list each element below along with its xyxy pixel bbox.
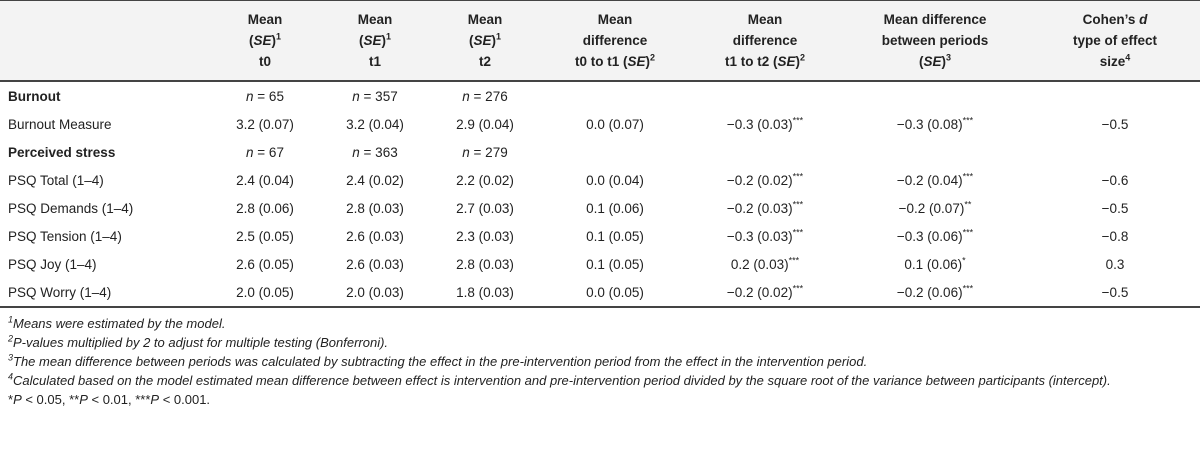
table-row-burnout-measure: Burnout Measure 3.2 (0.07) 3.2 (0.04) 2.… — [0, 110, 1200, 138]
header-diff-t0-t1: Mean difference t0 to t1 (SE)2 — [540, 0, 690, 82]
row-label: PSQ Demands (1–4) — [8, 200, 134, 216]
table-cell: 2.2 (0.02) — [456, 172, 514, 188]
table-cell: 2.8 (0.06) — [236, 200, 294, 216]
table-cell: −0.3 (0.03)*** — [726, 115, 804, 132]
significance-note: *P < 0.05, **P < 0.01, ***P < 0.001. — [8, 392, 211, 407]
n-cell: n = 67 — [246, 144, 284, 160]
row-label: Perceived stress — [8, 144, 116, 160]
table-cell: −0.8 — [1101, 228, 1129, 244]
results-table: Mean (SE)1 t0 Mean (SE)1 t1 Mean (SE)1 t… — [0, 0, 1200, 308]
table-cell: 2.0 (0.05) — [210, 278, 320, 308]
row-label: PSQ Worry (1–4) — [0, 278, 210, 308]
table-cell: −0.2 (0.07)** — [898, 199, 972, 216]
header-cohens-d: Cohen’s d type of effect size4 — [1030, 0, 1200, 82]
table-cell: 0.1 (0.05) — [586, 228, 644, 244]
table-cell: −0.3 (0.08)*** — [896, 115, 974, 132]
table-cell: −0.2 (0.03)*** — [726, 199, 804, 216]
n-cell: n = 65 — [246, 88, 284, 104]
table-cell: 2.9 (0.04) — [456, 116, 514, 132]
table-cell: −0.2 (0.02)*** — [726, 171, 804, 188]
header-row: Mean (SE)1 t0 Mean (SE)1 t1 Mean (SE)1 t… — [0, 0, 1200, 82]
n-cell: n = 357 — [352, 88, 398, 104]
table-cell: 1.8 (0.03) — [430, 278, 540, 308]
group-row-burnout: Burnout n = 65 n = 357 n = 276 — [0, 81, 1200, 110]
table-cell: −0.5 — [1030, 278, 1200, 308]
table-footnotes: 1Means were estimated by the model. 2P-v… — [0, 308, 1200, 409]
header-label — [0, 0, 210, 82]
table-cell: 2.6 (0.03) — [346, 256, 404, 272]
header-mean-t0: Mean (SE)1 t0 — [210, 0, 320, 82]
table-cell: −0.3 (0.06)*** — [896, 227, 974, 244]
table-cell: 2.0 (0.03) — [320, 278, 430, 308]
footnote-1: 1Means were estimated by the model. — [8, 314, 226, 331]
table-cell: 0.1 (0.06) — [586, 200, 644, 216]
table-cell: 2.7 (0.03) — [456, 200, 514, 216]
row-label: PSQ Total (1–4) — [8, 172, 104, 188]
footnote-4: 4Calculated based on the model estimated… — [8, 371, 1111, 388]
table-cell: 2.4 (0.04) — [236, 172, 294, 188]
table-cell: 2.5 (0.05) — [236, 228, 294, 244]
table-cell: −0.3 (0.03)*** — [726, 227, 804, 244]
table-cell: 0.3 — [1105, 256, 1125, 272]
table-figure: Mean (SE)1 t0 Mean (SE)1 t1 Mean (SE)1 t… — [0, 0, 1200, 409]
table-row-psq-worry: PSQ Worry (1–4) 2.0 (0.05) 2.0 (0.03) 1.… — [0, 278, 1200, 308]
table-cell: 2.8 (0.03) — [346, 200, 404, 216]
row-label: PSQ Joy (1–4) — [8, 256, 97, 272]
table-cell: 2.3 (0.03) — [456, 228, 514, 244]
n-cell: n = 363 — [352, 144, 398, 160]
table-cell: 0.2 (0.03)*** — [730, 255, 800, 272]
n-cell: n = 279 — [462, 144, 508, 160]
table-row-psq-demands: PSQ Demands (1–4) 2.8 (0.06) 2.8 (0.03) … — [0, 194, 1200, 222]
row-label: Burnout — [8, 88, 61, 104]
table-cell: 3.2 (0.07) — [236, 116, 294, 132]
table-cell: 2.6 (0.03) — [346, 228, 404, 244]
table-row-psq-total: PSQ Total (1–4) 2.4 (0.04) 2.4 (0.02) 2.… — [0, 166, 1200, 194]
header-mean-t2: Mean (SE)1 t2 — [430, 0, 540, 82]
table-cell: 0.0 (0.04) — [586, 172, 644, 188]
table-cell: −0.2 (0.04)*** — [896, 171, 974, 188]
footnote-3: 3The mean difference between periods was… — [8, 352, 868, 369]
table-cell: −0.5 — [1101, 116, 1129, 132]
table-cell: −0.5 — [1101, 200, 1129, 216]
table-cell: −0.2 (0.06)*** — [840, 278, 1030, 308]
n-cell: n = 276 — [462, 88, 508, 104]
header-diff-periods: Mean difference between periods (SE)3 — [840, 0, 1030, 82]
table-cell: 2.6 (0.05) — [236, 256, 294, 272]
table-row-psq-tension: PSQ Tension (1–4) 2.5 (0.05) 2.6 (0.03) … — [0, 222, 1200, 250]
row-label: Burnout Measure — [8, 116, 112, 132]
table-cell: 2.8 (0.03) — [456, 256, 514, 272]
header-mean-t1: Mean (SE)1 t1 — [320, 0, 430, 82]
table-cell: 0.1 (0.06)* — [904, 255, 966, 272]
footnote-2: 2P-values multiplied by 2 to adjust for … — [8, 333, 389, 350]
table-cell: 2.4 (0.02) — [346, 172, 404, 188]
header-diff-t1-t2: Mean difference t1 to t2 (SE)2 — [690, 0, 840, 82]
row-label: PSQ Tension (1–4) — [8, 228, 122, 244]
table-cell: 0.0 (0.05) — [540, 278, 690, 308]
group-row-perceived-stress: Perceived stress n = 67 n = 363 n = 279 — [0, 138, 1200, 166]
table-cell: −0.2 (0.02)*** — [690, 278, 840, 308]
table-cell: 3.2 (0.04) — [346, 116, 404, 132]
table-cell: 0.1 (0.05) — [586, 256, 644, 272]
table-cell: −0.6 — [1101, 172, 1129, 188]
table-cell: 0.0 (0.07) — [586, 116, 644, 132]
table-row-psq-joy: PSQ Joy (1–4) 2.6 (0.05) 2.6 (0.03) 2.8 … — [0, 250, 1200, 278]
